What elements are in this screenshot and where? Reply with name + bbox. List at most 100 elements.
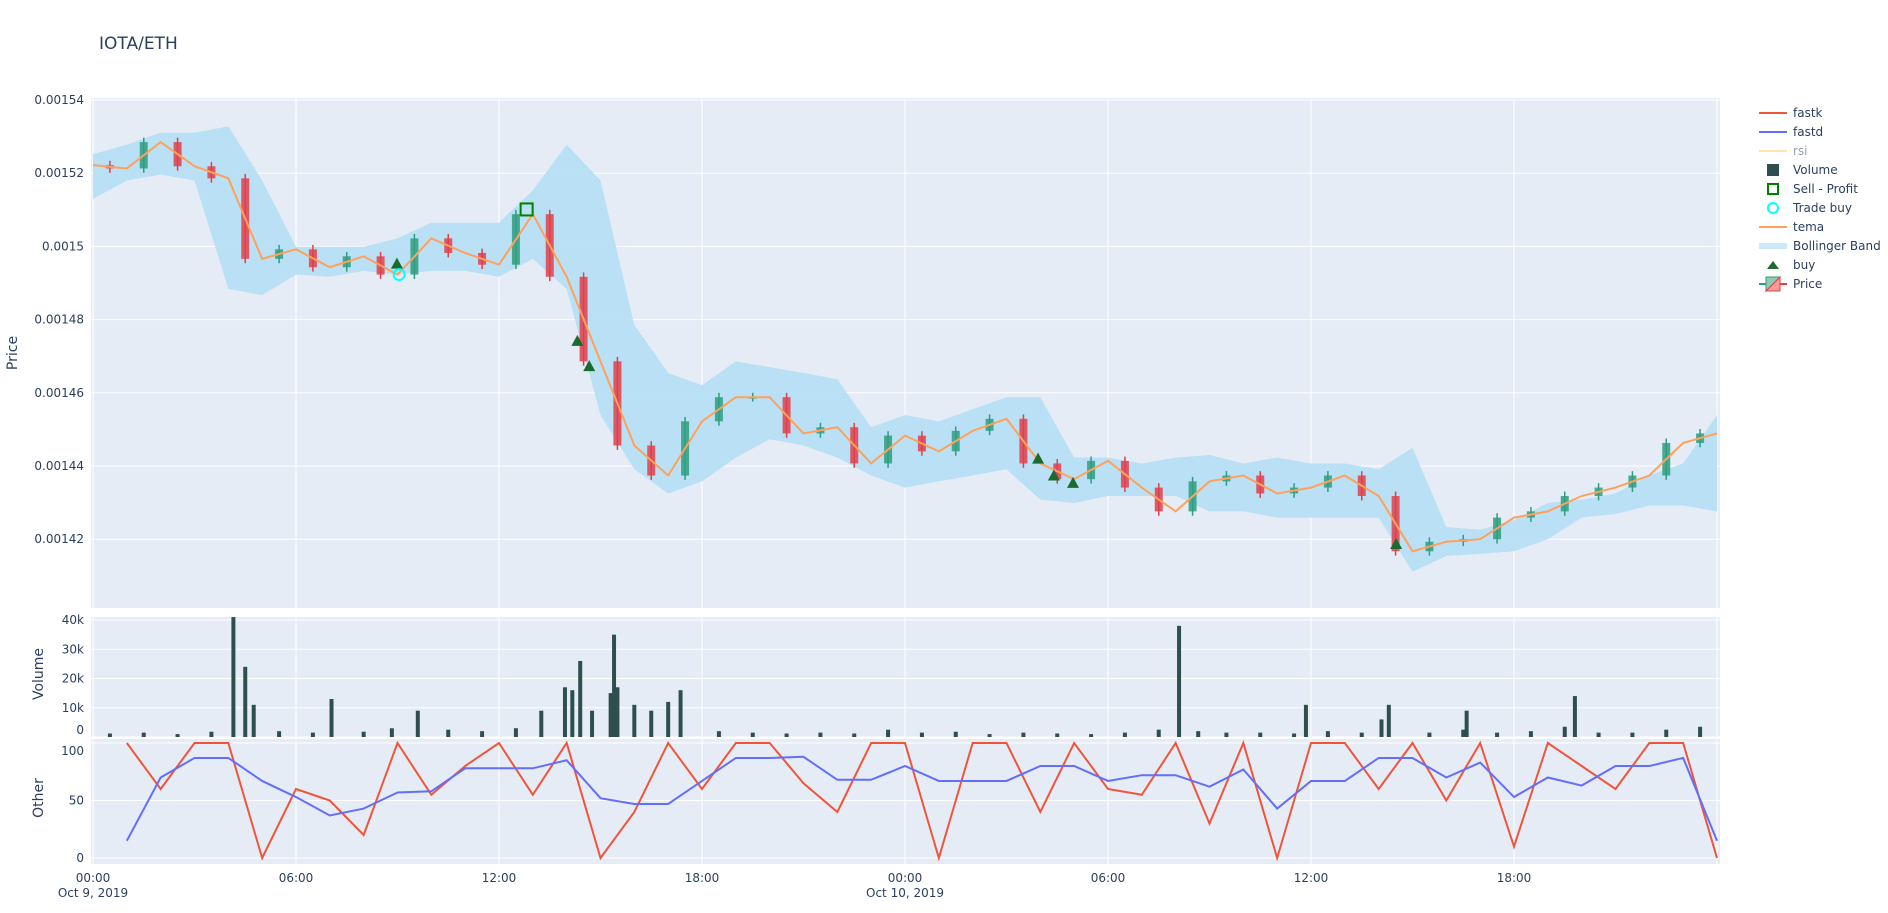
x-tick-label: 12:00 [482, 871, 517, 885]
legend-item-volume[interactable]: Volume [1767, 163, 1838, 177]
y-tick-label: 50 [69, 794, 84, 808]
volume-bar [1562, 726, 1567, 737]
x-tick-label: 18:00 [1497, 871, 1532, 885]
tema-line [92, 140, 1718, 553]
volume-legend-icon [1767, 164, 1779, 176]
volume-bar [1427, 732, 1432, 737]
bollinger-legend-icon [1759, 243, 1787, 249]
y-axis-title: Volume [31, 648, 47, 700]
legend-label: Volume [1793, 163, 1838, 177]
chart-title: IOTA/ETH [99, 34, 178, 54]
buy-marker [583, 360, 596, 372]
x-tick-date: Oct 9, 2019 [58, 886, 128, 900]
volume-bar [578, 660, 583, 737]
volume-bar [107, 733, 112, 737]
triangle-legend-icon [1767, 261, 1779, 269]
legend-item-buy[interactable]: buy [1767, 258, 1815, 272]
legend-item-price[interactable]: Price [1759, 275, 1822, 293]
y-tick-label: 0.00142 [34, 532, 84, 546]
legend-label: fastk [1793, 106, 1823, 120]
volume-bar [632, 704, 637, 737]
y-tick-label: 0.00154 [34, 93, 84, 107]
volume-bar [1224, 732, 1229, 737]
volume-bar [953, 731, 958, 737]
volume-bar [608, 693, 613, 737]
volume-bar [251, 704, 256, 737]
volume-bar [649, 710, 654, 737]
legend-label: Trade buy [1792, 201, 1852, 215]
volume-bar [987, 734, 992, 737]
x-tick-label: 06:00 [279, 871, 314, 885]
buy-marker [1390, 537, 1403, 549]
fastd-line [125, 755, 1718, 842]
legend-item-tema[interactable]: tema [1759, 220, 1824, 234]
volume-bar [1461, 729, 1466, 737]
volume-bar [209, 731, 214, 737]
legend-label: Sell - Profit [1793, 182, 1858, 196]
volume-bar [919, 732, 924, 737]
volume-bar [1664, 729, 1669, 737]
volume-bar [141, 732, 146, 737]
volume-bar [1528, 731, 1533, 737]
x-tick-label: 06:00 [1091, 871, 1126, 885]
trade-buy-marker [392, 268, 406, 282]
volume-bar [310, 732, 315, 737]
volume-bar [175, 734, 180, 737]
legend-item-bollinger-band[interactable]: Bollinger Band [1759, 239, 1881, 253]
volume-bar [886, 729, 891, 737]
volume-bar [1596, 732, 1601, 737]
legend-item-rsi[interactable]: rsi [1759, 144, 1808, 158]
x-tick-label: 18:00 [685, 871, 720, 885]
volume-bar [590, 710, 595, 737]
volume-bar [1386, 704, 1391, 737]
volume-bar [1630, 732, 1635, 737]
volume-bar [570, 690, 575, 737]
volume-bar [562, 687, 567, 737]
volume-bar [1292, 733, 1297, 737]
x-tick-label: 12:00 [1294, 871, 1329, 885]
y-tick-label: 0.00152 [34, 166, 84, 180]
legend-label: Price [1793, 277, 1822, 291]
y-tick-label: 0.00146 [34, 386, 84, 400]
y-tick-label: 0 [76, 723, 84, 737]
volume-bar [716, 731, 721, 737]
volume-bar [1464, 710, 1469, 737]
legend[interactable]: fastk fastd rsi Volume Sell - Profit Trade bu… [1759, 106, 1881, 293]
volume-bar [1258, 732, 1263, 737]
volume-bar [678, 690, 683, 737]
circle-legend-icon [1767, 202, 1779, 214]
volume-bar [615, 687, 620, 737]
volume-bar [243, 666, 248, 737]
x-tick-label: 00:00 [888, 871, 923, 885]
legend-item-trade-buy[interactable]: Trade buy [1767, 201, 1852, 215]
volume-bar [513, 728, 518, 737]
volume-bar [1359, 732, 1364, 737]
legend-item-fastd[interactable]: fastd [1759, 125, 1823, 139]
y-tick-label: 0 [76, 851, 84, 865]
volume-bar [539, 710, 544, 737]
y-tick-label: 10k [62, 701, 84, 715]
volume-bar [329, 698, 334, 737]
volume-bar [1089, 734, 1094, 737]
y-tick-label: 20k [62, 672, 84, 686]
legend-label: buy [1793, 258, 1815, 272]
volume-bar [750, 732, 755, 737]
volume-bar [612, 634, 617, 737]
buy-marker [571, 334, 584, 346]
legend-item-fastk[interactable]: fastk [1759, 106, 1823, 120]
volume-bar [361, 731, 366, 737]
fastk-line [126, 740, 1718, 862]
x-tick-label: 00:00 [76, 871, 111, 885]
volume-bar [1325, 731, 1330, 737]
volume-bar [480, 731, 485, 737]
volume-bar [1055, 733, 1060, 737]
volume-bar [277, 731, 282, 737]
candle-legend-icon [1764, 275, 1781, 292]
buy-marker [1067, 476, 1080, 488]
buy-marker [1047, 469, 1060, 481]
y-tick-label: 100 [61, 744, 84, 758]
legend-label: tema [1793, 220, 1824, 234]
volume-bar [1156, 729, 1161, 737]
volume-bar [1572, 696, 1577, 737]
legend-item-sell-profit[interactable]: Sell - Profit [1767, 182, 1858, 196]
